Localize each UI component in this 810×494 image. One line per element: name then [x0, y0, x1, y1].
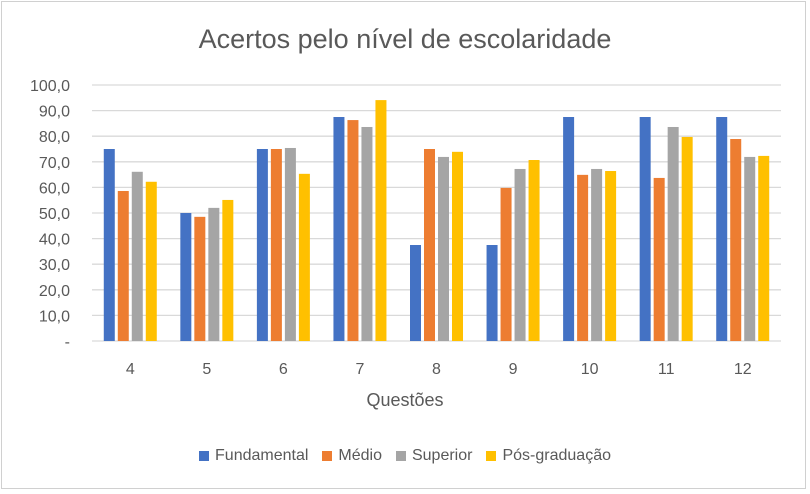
x-axis-label: Questões	[366, 390, 444, 410]
bar-m-dio-q8	[424, 149, 435, 341]
y-tick-label: 60,0	[39, 180, 70, 197]
x-tick-label: 7	[355, 361, 364, 378]
bar-fundamental-q9	[486, 245, 498, 341]
bar-p-s-gradua-o-q7	[375, 100, 387, 341]
bar-superior-q5	[208, 207, 220, 341]
bar-m-dio-q11	[653, 177, 665, 341]
bar-m-dio-q10	[577, 174, 589, 341]
legend-label: Pós-graduação	[502, 447, 611, 464]
bar-fundamental-q12	[716, 117, 728, 341]
legend-item: Pós-graduação	[486, 447, 611, 465]
bar-fundamental-q6	[256, 149, 268, 341]
y-tick-label: 40,0	[39, 232, 70, 249]
bar-superior-q12	[744, 156, 756, 341]
bar-fundamental-q7	[333, 117, 345, 341]
y-tick-label: 30,0	[39, 257, 70, 274]
bar-fundamental-q10	[563, 117, 575, 341]
bar-superior-q6	[284, 147, 296, 341]
bar-p-s-gradua-o-q11	[681, 136, 693, 341]
bar-p-s-gradua-o-q4	[145, 181, 157, 341]
legend-item: Superior	[395, 447, 473, 465]
legend-label: Médio	[338, 447, 382, 464]
bar-m-dio-q6	[270, 149, 282, 341]
x-tick-label: 12	[734, 361, 752, 378]
x-tick-label: 6	[279, 361, 288, 378]
bar-superior-q11	[667, 126, 679, 341]
y-tick-label: -	[65, 334, 70, 351]
bar-m-dio-q9	[500, 187, 512, 341]
x-tick-label: 8	[432, 361, 441, 378]
x-tick-label: 10	[581, 361, 599, 378]
bar-p-s-gradua-o-q12	[758, 155, 770, 341]
bar-superior-q9	[514, 168, 526, 341]
bar-superior-q7	[361, 126, 373, 341]
bar-superior-q10	[591, 168, 603, 341]
bar-p-s-gradua-o-q9	[528, 160, 540, 341]
legend-swatch	[486, 451, 497, 461]
y-tick-label: 100,0	[30, 78, 70, 95]
x-tick-label: 9	[509, 361, 518, 378]
y-tick-label: 90,0	[39, 104, 70, 121]
x-tick-label: 4	[126, 361, 135, 378]
y-tick-label: 50,0	[39, 206, 70, 223]
bar-fundamental-q8	[410, 245, 421, 341]
bar-p-s-gradua-o-q5	[222, 199, 234, 341]
y-tick-label: 20,0	[39, 283, 70, 300]
legend-label: Fundamental	[215, 447, 309, 464]
bar-m-dio-q12	[730, 139, 742, 341]
x-tick-label: 11	[658, 361, 675, 378]
x-tick-label: 5	[202, 361, 211, 378]
bar-m-dio-q4	[117, 190, 129, 341]
bar-m-dio-q5	[194, 216, 206, 341]
bar-p-s-gradua-o-q6	[298, 173, 310, 341]
legend: Fundamental Médio Superior Pós-graduação	[0, 447, 810, 465]
chart-title: Acertos pelo nível de escolaridade	[198, 24, 612, 54]
bar-p-s-gradua-o-q8	[452, 151, 463, 341]
legend-swatch	[395, 451, 406, 461]
bar-fundamental-q11	[639, 117, 651, 341]
legend-label: Superior	[411, 447, 473, 464]
legend-item: Fundamental	[199, 447, 308, 465]
y-tick-label: 10,0	[39, 308, 70, 325]
bar-fundamental-q5	[180, 213, 192, 341]
bar-p-s-gradua-o-q10	[605, 171, 617, 341]
y-tick-label: 70,0	[39, 155, 70, 172]
legend-swatch	[322, 451, 333, 461]
bar-m-dio-q7	[347, 120, 359, 342]
bar-fundamental-q4	[103, 149, 115, 341]
bar-superior-q8	[438, 156, 449, 341]
bar-superior-q4	[131, 171, 143, 341]
y-tick-label: 80,0	[39, 129, 70, 146]
legend-swatch	[199, 451, 210, 461]
legend-item: Médio	[322, 447, 382, 465]
